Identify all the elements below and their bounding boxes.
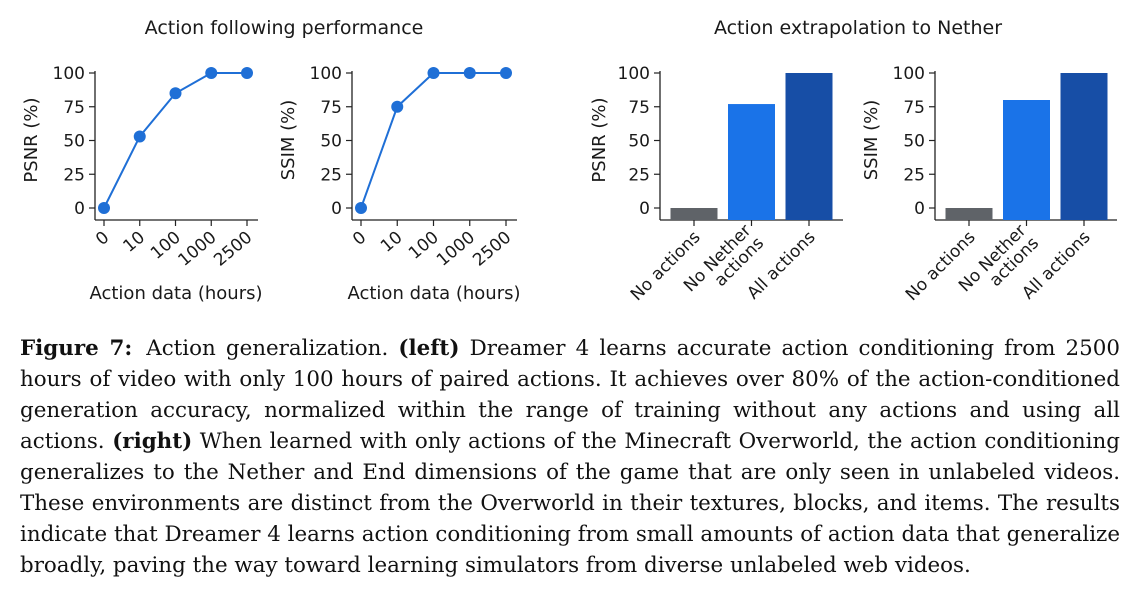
series-line (360, 72, 506, 209)
bar (670, 208, 718, 220)
y-tick-label: 100 (618, 64, 650, 84)
caption-left-text: Dreamer 4 learns accurate action conditi… (20, 336, 1120, 454)
data-point (463, 67, 476, 79)
x-tick-label: 1000 (174, 228, 220, 271)
y-axis-label: SSIM (%) (861, 100, 882, 181)
y-tick-label: 25 (63, 165, 85, 185)
data-point (205, 67, 218, 79)
x-tick-label: 2500 (469, 228, 515, 271)
left-group-title: Action following performance (145, 17, 424, 39)
y-tick-label: 100 (893, 64, 925, 84)
data-point (98, 202, 110, 214)
data-point (241, 67, 253, 79)
x-tick-label: 1000 (433, 228, 479, 271)
y-tick-label: 100 (53, 64, 85, 84)
y-tick-label: 25 (903, 165, 925, 185)
y-tick-label: 100 (310, 64, 342, 84)
caption-label: Figure 7: (20, 336, 133, 361)
x-tick-label: 10 (120, 228, 149, 257)
data-point (500, 67, 512, 79)
x-tick-label: 0 (92, 228, 113, 250)
x-tick-label: 0 (349, 228, 370, 250)
y-tick-label: 50 (63, 132, 85, 152)
x-tick-label: 2500 (210, 228, 256, 271)
caption-right-tag: (right) (112, 429, 193, 454)
caption-intro: Action generalization. (146, 336, 389, 361)
bar (945, 208, 993, 220)
x-axis-label: Action data (hours) (89, 283, 262, 304)
x-axis-label: Action data (hours) (347, 283, 520, 304)
y-axis-label: PSNR (%) (589, 97, 610, 182)
data-point (427, 67, 440, 79)
y-axis-label: PSNR (%) (21, 97, 42, 182)
y-tick-label: 25 (320, 165, 342, 185)
bar (728, 104, 775, 220)
caption-left-tag: (left) (398, 336, 460, 361)
y-tick-label: 50 (628, 132, 650, 152)
caption-right-text: When learned with only actions of the Mi… (20, 429, 1120, 578)
y-tick-label: 75 (628, 98, 650, 118)
y-tick-label: 0 (74, 199, 85, 219)
y-tick-label: 0 (331, 199, 342, 219)
y-axis-label: SSIM (%) (278, 100, 299, 181)
figure-caption: Figure 7: Action generalization. (left) D… (20, 333, 1120, 581)
data-point (355, 202, 367, 214)
y-tick-label: 75 (320, 98, 342, 118)
right-group-title: Action extrapolation to Nether (714, 17, 1002, 39)
bar (1060, 73, 1108, 220)
data-point (133, 130, 146, 143)
bar (785, 73, 833, 220)
y-tick-label: 50 (320, 132, 342, 152)
y-tick-label: 75 (903, 98, 925, 118)
y-tick-label: 75 (63, 98, 85, 118)
y-tick-label: 0 (914, 199, 925, 219)
data-point (391, 100, 404, 113)
data-point (169, 87, 182, 100)
y-tick-label: 50 (903, 132, 925, 152)
bar (1003, 100, 1050, 220)
y-tick-label: 25 (628, 165, 650, 185)
figure-7: Action following performance Action extr… (21, 17, 1117, 305)
y-tick-label: 0 (639, 199, 650, 219)
x-tick-label: 10 (377, 228, 406, 257)
